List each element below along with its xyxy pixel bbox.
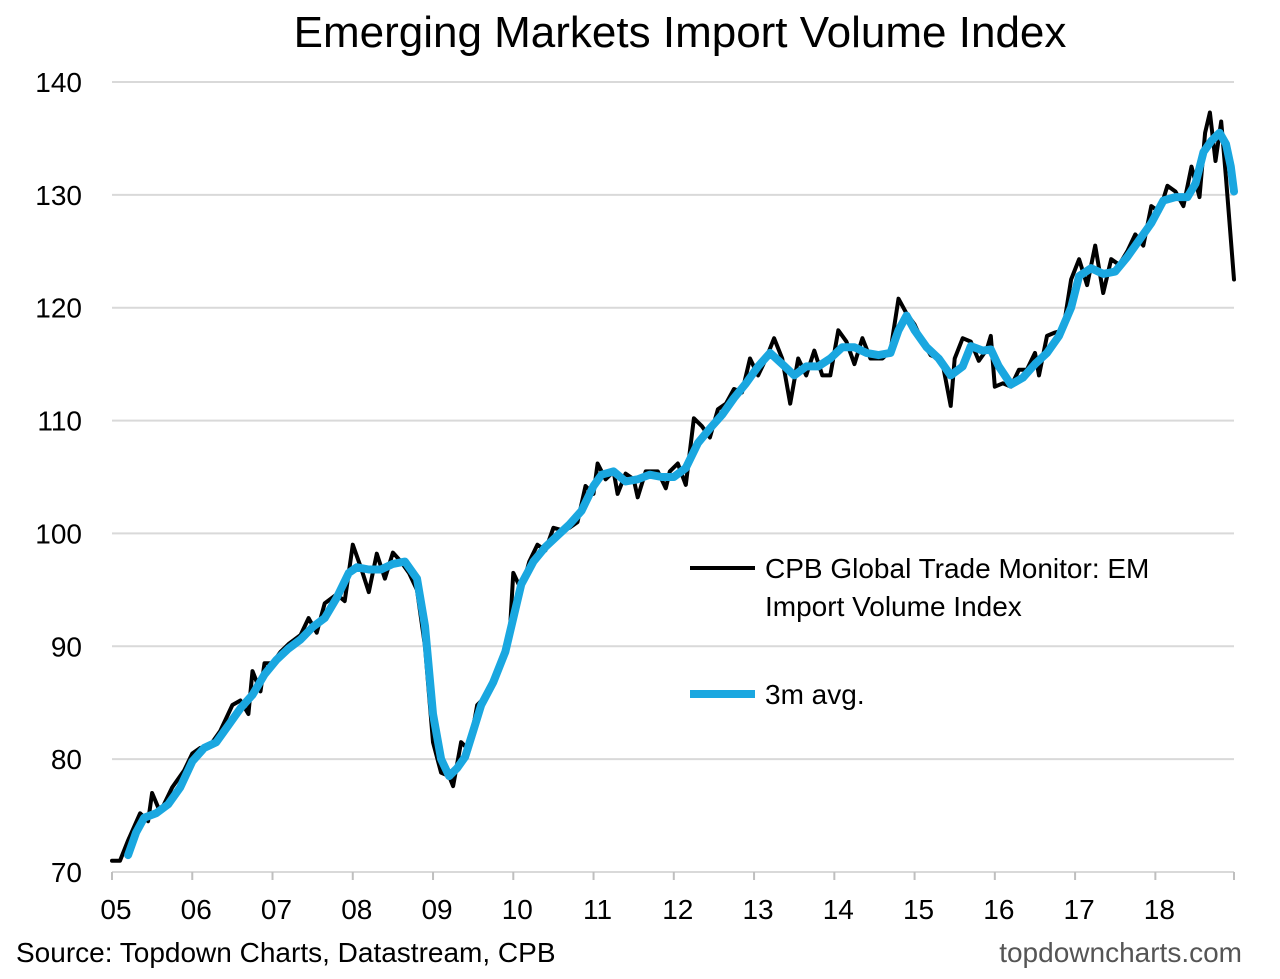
- series-line-3m-avg: [124, 128, 1238, 860]
- y-tick-label: 90: [51, 631, 82, 662]
- y-tick-label: 80: [51, 744, 82, 775]
- x-tick-label: 13: [742, 894, 773, 925]
- x-tick-label: 17: [1064, 894, 1095, 925]
- chart-title: Emerging Markets Import Volume Index: [294, 8, 1067, 57]
- y-tick-label: 120: [35, 293, 82, 324]
- legend-label: CPB Global Trade Monitor: EM: [765, 553, 1149, 584]
- x-tick-label: 07: [261, 894, 292, 925]
- y-axis-ticks: 70 80 90 100 110 120 130 140: [35, 67, 82, 888]
- series-lines: [110, 110, 1238, 863]
- x-tick-label: 09: [421, 894, 452, 925]
- x-tick-label: 14: [823, 894, 854, 925]
- legend: CPB Global Trade Monitor: EM Import Volum…: [690, 553, 1149, 710]
- x-tick-label: 08: [341, 894, 372, 925]
- series-line-em-import-volume: [110, 110, 1236, 863]
- x-tick-label: 18: [1144, 894, 1175, 925]
- gridlines: [112, 81, 1234, 761]
- legend-label: Import Volume Index: [765, 591, 1022, 622]
- legend-label: 3m avg.: [765, 679, 865, 710]
- x-tick-label: 06: [181, 894, 212, 925]
- x-tick-label: 05: [100, 894, 131, 925]
- x-tick-label: 10: [502, 894, 533, 925]
- source-note: Source: Topdown Charts, Datastream, CPB: [16, 937, 556, 968]
- y-tick-label: 100: [35, 518, 82, 549]
- x-axis: 05 06 07 08 09 10 11 12 13 14 15 16 17 18: [100, 871, 1235, 925]
- x-tick-label: 16: [983, 894, 1014, 925]
- y-tick-label: 70: [51, 857, 82, 888]
- y-tick-label: 110: [37, 406, 82, 437]
- x-tick-label: 12: [662, 894, 693, 925]
- watermark: topdowncharts.com: [999, 937, 1242, 968]
- x-tick-label: 15: [903, 894, 934, 925]
- y-tick-label: 130: [35, 180, 82, 211]
- x-tick-label: 11: [583, 894, 612, 925]
- y-tick-label: 140: [35, 67, 82, 98]
